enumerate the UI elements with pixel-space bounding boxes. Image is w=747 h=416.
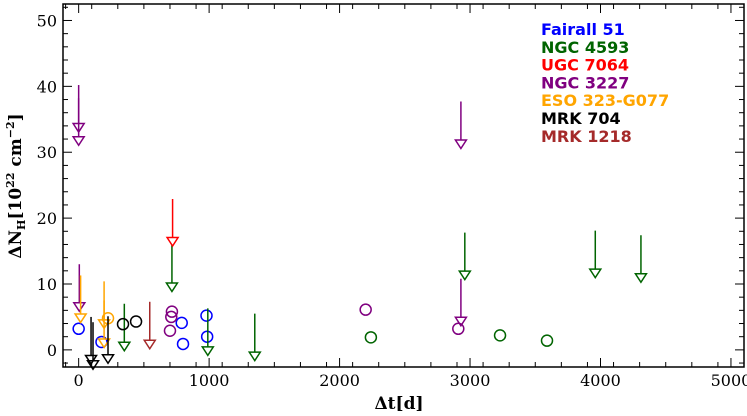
x-tick-label: 1000 [189, 371, 230, 390]
legend-entry-mrk-704: MRK 704 [541, 109, 621, 128]
upper-limit-marker-ngc-3227 [72, 302, 87, 313]
x-axis-label-main: Δt [374, 394, 395, 414]
x-tick-label: 0 [74, 371, 84, 390]
data-point-mrk-704 [116, 317, 130, 331]
legend-entry-ngc-3227: NGC 3227 [541, 73, 629, 92]
upper-limit-marker-ngc-3227 [71, 135, 86, 147]
data-point-ngc-3227 [359, 303, 372, 316]
y-tick-label: 30 [37, 143, 57, 162]
data-point-ngc-4593 [493, 329, 507, 342]
legend-entry-ugc-7064: UGC 7064 [541, 56, 629, 75]
upper-limit-marker-eso-323-g077 [97, 338, 111, 349]
upper-limit-marker-ngc-4593 [247, 351, 262, 363]
data-point-ngc-3227 [452, 322, 465, 336]
data-marks [71, 85, 648, 371]
upper-limit-marker-ngc-4593 [634, 273, 648, 284]
y-axis-label-sub: H [15, 220, 28, 230]
upper-limit-marker-ngc-4593 [200, 346, 215, 357]
y-tick-label: 10 [37, 275, 57, 294]
y-axis-label: ΔNH[1022 cm−2] [4, 113, 28, 258]
y-axis-label-main: ΔN [6, 230, 26, 259]
y-axis-label-close: ] [6, 113, 26, 121]
legend-entry-fairall-51: Fairall 51 [541, 20, 625, 39]
x-tick-label: 4000 [580, 371, 621, 390]
upper-limit-marker-ngc-4593 [117, 341, 132, 353]
upper-limit-marker-ugc-7064 [165, 236, 180, 248]
y-tick-label: 40 [37, 77, 57, 96]
data-point-fairall-51 [200, 309, 213, 322]
plot-frame [62, 3, 745, 368]
y-tick-label: 0 [47, 341, 57, 360]
y-tick-label: 50 [37, 11, 57, 30]
y-tick-label: 20 [37, 209, 57, 228]
y-axis-label-mid: cm [6, 138, 26, 172]
y-axis-label-exp2: −2 [4, 121, 17, 138]
upper-limit-marker-eso-323-g077 [73, 313, 88, 324]
upper-limit-marker-mrk-704 [101, 354, 115, 365]
legend-entry-ngc-4593: NGC 4593 [541, 38, 629, 57]
upper-limit-marker-mrk-704 [86, 359, 100, 371]
data-point-ngc-3227 [165, 310, 178, 324]
legend-entry-mrk-1218: MRK 1218 [541, 127, 632, 146]
upper-limit-marker-mrk-1218 [142, 339, 157, 351]
x-tick-label: 2000 [319, 371, 360, 390]
y-axis-label-exp1: 22 [4, 173, 17, 188]
legend-entry-eso-323-g077: ESO 323-G077 [541, 91, 669, 110]
y-axis-label-unit: [10 [6, 188, 26, 220]
data-point-ngc-3227 [163, 324, 177, 338]
tick-labels: 0 1000 2000 3000 4000 5000 0 10 20 30 40 50 [37, 11, 747, 390]
data-point-fairall-51 [176, 337, 190, 351]
x-tick-label: 3000 [450, 371, 491, 390]
x-axis-label-unit: [d] [396, 394, 424, 414]
upper-limit-marker-ngc-3227 [454, 139, 468, 150]
data-point-mrk-704 [129, 315, 143, 328]
x-tick-label: 5000 [711, 371, 747, 390]
upper-limit-marker-ngc-3227 [454, 316, 468, 328]
upper-limit-marker-mrk-704 [84, 354, 98, 366]
data-point-fairall-51 [72, 322, 85, 336]
x-axis-label: Δt[d] [374, 394, 423, 414]
data-point-fairall-51 [175, 316, 188, 330]
data-point-ngc-4593 [540, 334, 554, 347]
upper-limit-marker-ngc-4593 [588, 268, 603, 280]
upper-limit-marker-ngc-4593 [457, 270, 472, 282]
upper-limit-marker-ngc-4593 [165, 282, 179, 293]
data-point-ngc-4593 [364, 331, 378, 344]
data-point-ngc-3227 [165, 305, 179, 318]
axis-ticks [63, 4, 745, 367]
